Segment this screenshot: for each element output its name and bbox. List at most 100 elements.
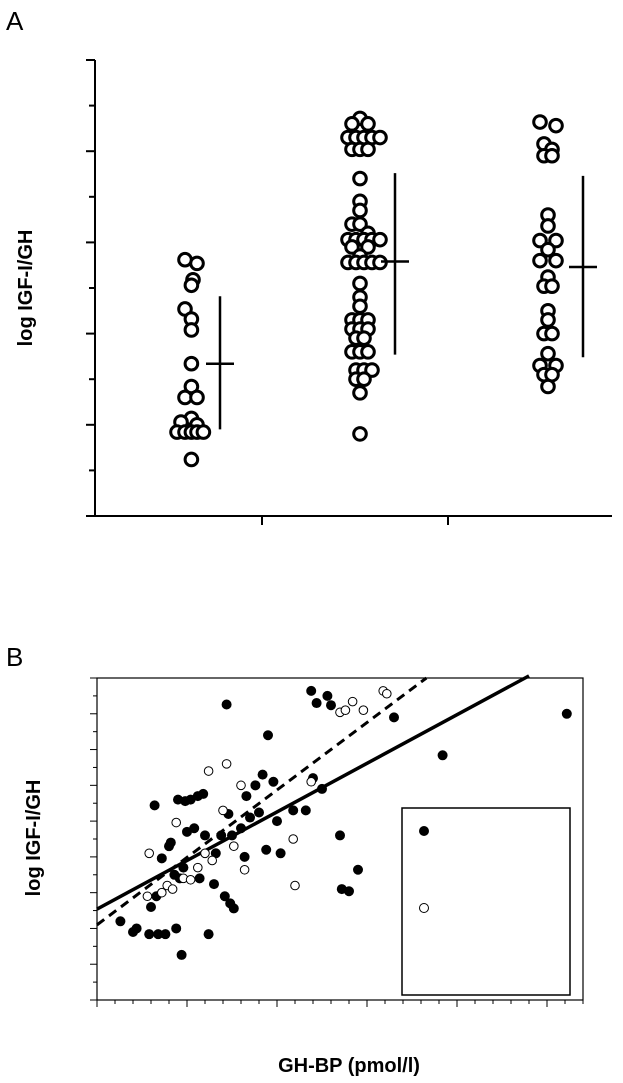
panel-a-data-point bbox=[540, 345, 556, 362]
panel-b-control-point bbox=[347, 696, 358, 707]
panel-a-axes bbox=[86, 59, 612, 525]
panel-a-mean-sd-bars bbox=[206, 173, 597, 430]
panel-a-data-point bbox=[548, 117, 564, 134]
panel-b-control-point bbox=[340, 705, 351, 716]
panel-a-data-point bbox=[195, 424, 212, 440]
panel-b-chf-point bbox=[131, 923, 142, 934]
panel-b-axes bbox=[90, 677, 584, 1007]
panel-b-chf-point bbox=[189, 823, 200, 834]
panel-b-chf-point bbox=[317, 783, 327, 794]
panel-b-control-point bbox=[167, 884, 178, 894]
panel-b-chf-point bbox=[165, 837, 176, 848]
panel-b-control-point bbox=[221, 759, 232, 769]
panel-a-data-point bbox=[532, 252, 548, 269]
panel-b-chf-point bbox=[216, 830, 227, 841]
panel-a-data-point bbox=[540, 218, 556, 234]
panel-b-legend-marker-controls bbox=[419, 903, 429, 913]
panel-b-chf-point bbox=[250, 780, 261, 791]
panel-a-data-point bbox=[548, 252, 564, 269]
panel-b-control-point bbox=[142, 891, 153, 902]
panel-a-data-point bbox=[360, 344, 376, 360]
panel-a-data-point bbox=[189, 255, 205, 272]
panel-b-chf-point bbox=[160, 929, 171, 940]
panel-b-control-point bbox=[382, 688, 392, 699]
panel-b-chf-point bbox=[236, 823, 246, 834]
panel-b-chf-point bbox=[144, 929, 155, 940]
panel-a-data-point bbox=[352, 385, 368, 401]
panel-b-control-point bbox=[290, 880, 300, 891]
panel-b-chf-point bbox=[146, 901, 156, 912]
panel-a-data-point bbox=[183, 355, 200, 372]
panel-b-data-points bbox=[115, 685, 572, 960]
panel-b-chf-point bbox=[437, 750, 448, 761]
panel-a-data-point bbox=[183, 451, 200, 468]
panel-b-chf-point bbox=[335, 830, 345, 841]
panel-a-data-point bbox=[356, 330, 372, 346]
panel-b-control-point bbox=[144, 848, 154, 859]
panel-b-control-point bbox=[200, 848, 210, 859]
panel-a-data-point bbox=[352, 426, 368, 442]
panel-b-chf-point bbox=[156, 853, 167, 864]
panel-b-control-point bbox=[239, 864, 250, 875]
panel-a-data-point bbox=[544, 325, 560, 342]
panel-b-control-point bbox=[157, 887, 167, 898]
panel-b-chf-point bbox=[311, 698, 322, 709]
panel-a-data-point bbox=[372, 129, 388, 146]
panel-b-chf-point bbox=[115, 916, 126, 927]
panel-b-chf-point bbox=[241, 791, 252, 802]
panel-a-data-point bbox=[540, 241, 556, 258]
panel-b-control-point bbox=[185, 874, 196, 885]
panel-b-control-point bbox=[193, 862, 203, 873]
panel-b-chf-point bbox=[306, 685, 317, 696]
panel-a-data-point bbox=[352, 202, 368, 219]
panel-b-chf-point bbox=[149, 800, 160, 811]
panel-b-chf-point bbox=[194, 873, 205, 884]
panel-a-label: A bbox=[6, 6, 24, 36]
panel-b-chf-point bbox=[275, 848, 286, 859]
panel-b-control-point bbox=[207, 855, 217, 866]
panel-b-chf-point bbox=[263, 730, 273, 741]
panel-b-chf-point bbox=[198, 788, 209, 799]
panel-b-chf-point bbox=[200, 830, 210, 841]
panel-b-chf-point bbox=[153, 929, 164, 940]
panel-a-data-point bbox=[344, 116, 360, 132]
panel-b-control-point bbox=[229, 841, 239, 851]
panel-b-chf-point bbox=[254, 807, 264, 818]
panel-b-legend-box bbox=[401, 807, 571, 996]
panel-b-legend bbox=[401, 807, 571, 996]
panel-a-data-point bbox=[360, 141, 376, 158]
panel-b-control-point bbox=[288, 834, 299, 844]
panel-a-data-point bbox=[532, 114, 548, 130]
panel-b-chf-point bbox=[219, 891, 230, 902]
panel-b-control-point bbox=[203, 766, 214, 776]
panel-b-chf-point bbox=[300, 805, 311, 816]
panel-b-chf-point bbox=[257, 769, 268, 780]
panel-b-x-axis-title: GH-BP (pmol/l) bbox=[278, 1055, 420, 1077]
panel-b-chf-point bbox=[221, 699, 232, 710]
panel-b-chf-point bbox=[176, 949, 187, 960]
panel-b-label: B bbox=[6, 642, 23, 672]
panel-b-control-point bbox=[358, 705, 369, 716]
panel-b-control-point bbox=[306, 776, 317, 787]
panel-b-chf-point bbox=[272, 816, 282, 827]
panel-b-chf-point bbox=[245, 812, 255, 823]
panel-a-data-point bbox=[352, 298, 368, 315]
panel-a-data-point bbox=[356, 371, 372, 388]
panel-b: B log IGF-I/GH GH-BP (pmol/l) bbox=[6, 642, 584, 1077]
panel-a-data-point bbox=[540, 378, 556, 395]
panel-b-chf-point bbox=[353, 864, 363, 875]
panel-a-data-point bbox=[544, 147, 560, 164]
panel-b-chf-point bbox=[261, 844, 272, 855]
panel-b-regression-lines bbox=[96, 674, 530, 927]
panel-b-control-point bbox=[171, 817, 181, 828]
panel-a-data-point bbox=[352, 170, 368, 187]
panel-b-chf-point bbox=[227, 830, 237, 841]
panel-b-regression-line-controls bbox=[96, 676, 428, 927]
panel-b-chf-point bbox=[209, 879, 219, 890]
panel-b-chf-point bbox=[344, 886, 354, 897]
panel-a-data-points bbox=[169, 110, 564, 468]
panel-b-chf-point bbox=[239, 851, 250, 862]
panel-a-data-point bbox=[189, 389, 205, 406]
panel-a-data-point bbox=[372, 231, 388, 248]
